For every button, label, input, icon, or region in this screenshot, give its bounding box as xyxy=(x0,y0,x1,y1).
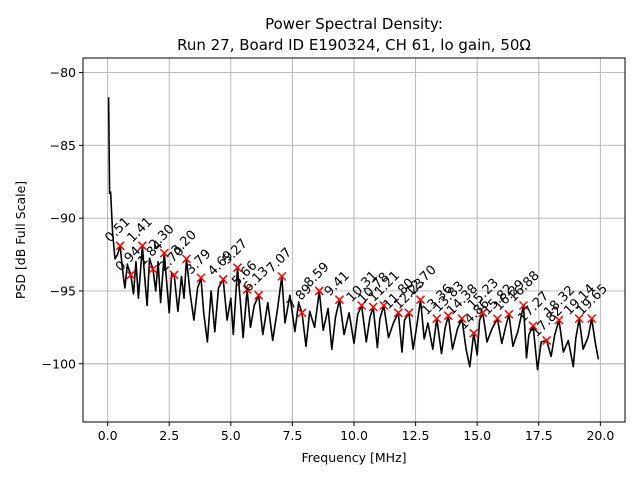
x-tick-label: 15.0 xyxy=(463,428,491,443)
y-tick-label: −90 xyxy=(50,211,76,226)
peak-marker xyxy=(587,314,597,324)
peak-marker xyxy=(457,314,467,324)
y-axis-label: PSD [dB Full Scale] xyxy=(13,181,28,299)
peak-marker xyxy=(379,300,389,311)
peak-marker xyxy=(218,274,228,284)
y-tick-label: −95 xyxy=(50,283,76,298)
y-axis: −80 −85 −90 −95 −100 xyxy=(42,65,83,371)
peak-marker xyxy=(518,300,529,311)
peak-marker xyxy=(415,295,426,305)
peak-marker xyxy=(137,241,147,251)
peak-marker xyxy=(554,315,564,325)
psd-series-line xyxy=(107,97,600,371)
peak-marker xyxy=(159,248,169,258)
peak-marker xyxy=(492,314,502,324)
chart-title-line2: Run 27, Board ID E190324, CH 61, lo gain… xyxy=(177,36,531,54)
peak-marker xyxy=(469,328,479,338)
x-tick-label: 12.5 xyxy=(402,428,430,443)
peak-marker xyxy=(334,295,344,305)
peak-marker xyxy=(574,314,584,324)
y-tick-label: −80 xyxy=(50,65,76,80)
peak-marker xyxy=(314,286,324,296)
x-tick-label: 0.0 xyxy=(98,428,118,443)
x-tick-label: 17.5 xyxy=(525,428,553,443)
peak-marker xyxy=(443,311,453,321)
peak-marker xyxy=(393,308,403,318)
peak-marker xyxy=(169,270,179,280)
peak-markers xyxy=(115,241,597,345)
x-tick-label: 10.0 xyxy=(340,428,368,443)
x-tick-label: 7.5 xyxy=(282,428,302,443)
chart-title-line1: Power Spectral Density: xyxy=(265,15,443,33)
peak-marker xyxy=(181,254,192,264)
peak-marker xyxy=(254,290,264,300)
peak-marker xyxy=(542,335,552,345)
peak-marker xyxy=(404,308,414,318)
x-tick-label: 5.0 xyxy=(221,428,241,443)
x-tick-label: 2.5 xyxy=(159,428,179,443)
peak-marker xyxy=(357,300,367,311)
grid xyxy=(83,58,625,422)
x-tick-label: 20.0 xyxy=(586,428,614,443)
peak-marker xyxy=(478,308,488,318)
peak-marker xyxy=(277,271,287,281)
peak-marker xyxy=(126,270,136,280)
x-axis: 0.0 2.5 5.0 7.5 10.0 12.5 15.0 17.5 20.0 xyxy=(98,422,614,443)
peak-marker xyxy=(115,241,125,251)
y-tick-label: −100 xyxy=(42,356,76,371)
peak-marker xyxy=(504,309,514,319)
peak-marker xyxy=(232,263,243,273)
x-axis-label: Frequency [MHz] xyxy=(301,450,406,465)
peak-marker xyxy=(242,284,252,295)
peak-marker xyxy=(432,314,442,324)
peak-marker xyxy=(148,264,158,274)
peak-marker xyxy=(528,321,538,331)
peak-marker xyxy=(368,302,378,312)
y-tick-label: −85 xyxy=(50,138,76,153)
peak-marker xyxy=(196,273,206,283)
peak-marker xyxy=(297,308,307,318)
